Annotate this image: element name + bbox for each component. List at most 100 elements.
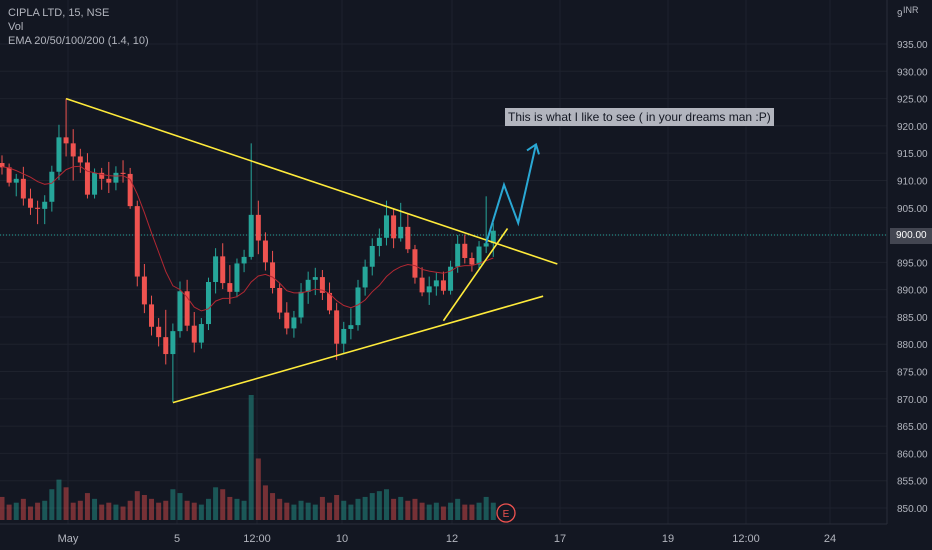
volume-bar <box>234 498 240 520</box>
candle-body[interactable] <box>20 178 26 199</box>
candle-body[interactable] <box>120 172 126 174</box>
volume-bar <box>177 493 183 520</box>
volume-bar <box>49 489 55 520</box>
candle-body[interactable] <box>277 288 283 313</box>
candle-body[interactable] <box>383 215 389 238</box>
candle-body[interactable] <box>56 137 62 172</box>
price-axis[interactable]: 935.00 930.00 925.00 920.00 915.00 910.00 905.… <box>897 40 928 515</box>
candle-body[interactable] <box>42 201 48 209</box>
candle-body[interactable] <box>298 291 304 318</box>
candle-body[interactable] <box>84 162 90 195</box>
volume-bar <box>398 496 404 520</box>
candle-body[interactable] <box>70 143 76 157</box>
candle-body[interactable] <box>6 167 12 183</box>
current-price-tag: 900.00 <box>890 228 932 244</box>
candle-body[interactable] <box>490 230 496 244</box>
currency-label[interactable]: INR <box>903 5 919 15</box>
trendline[interactable] <box>172 295 544 404</box>
candle-body[interactable] <box>255 214 261 241</box>
candle-body[interactable] <box>305 279 311 292</box>
candle-body[interactable] <box>106 178 112 183</box>
candle-body[interactable] <box>248 214 254 257</box>
candle-body[interactable] <box>220 256 226 284</box>
candle-body[interactable] <box>319 277 325 293</box>
candle-body[interactable] <box>141 276 147 305</box>
price-tick-label: 930.00 <box>897 67 928 78</box>
trendline[interactable] <box>65 97 558 265</box>
candle-body[interactable] <box>376 237 382 246</box>
candle-body[interactable] <box>476 246 482 265</box>
candle-body[interactable] <box>92 172 98 195</box>
volume-bar <box>284 502 290 520</box>
candle-body[interactable] <box>177 291 183 332</box>
legend-volume[interactable]: Vol <box>8 21 24 33</box>
candle-body[interactable] <box>412 249 418 278</box>
volume-bar <box>106 502 112 520</box>
candle-body[interactable] <box>163 337 169 355</box>
candle-body[interactable] <box>149 304 155 327</box>
candle-body[interactable] <box>291 317 297 329</box>
candle-body[interactable] <box>213 256 219 283</box>
candle-body[interactable] <box>99 172 105 179</box>
candle-body[interactable] <box>127 173 133 207</box>
candle-body[interactable] <box>469 257 475 265</box>
ema-line <box>1 165 494 312</box>
candle-body[interactable] <box>405 226 411 250</box>
candle-body[interactable] <box>170 331 176 355</box>
candle-body[interactable] <box>270 262 276 289</box>
candle-body[interactable] <box>205 282 211 325</box>
event-marker-circle[interactable] <box>496 503 516 523</box>
time-tick-label: 12 <box>446 533 458 545</box>
candle-body[interactable] <box>27 198 33 208</box>
candle-body[interactable] <box>348 325 354 329</box>
trendlines[interactable] <box>65 97 558 404</box>
candle-body[interactable] <box>433 280 439 287</box>
candle-body[interactable] <box>440 280 446 291</box>
candle-body[interactable] <box>191 325 197 343</box>
candle-body[interactable] <box>462 243 468 258</box>
candle-body[interactable] <box>35 207 41 209</box>
candle-body[interactable] <box>312 277 318 280</box>
price-tick-label: 935.00 <box>897 40 928 51</box>
candle-body[interactable] <box>234 263 240 292</box>
candle-body[interactable] <box>398 226 404 239</box>
volume-bar <box>391 498 397 520</box>
candle-body[interactable] <box>134 206 140 277</box>
candle-body[interactable] <box>426 286 432 293</box>
candle-body[interactable] <box>77 156 83 163</box>
candle-body[interactable] <box>362 266 368 288</box>
candle-body[interactable] <box>113 172 119 183</box>
time-axis[interactable]: May 5 12:00 10 12 17 19 12:00 24 <box>58 533 837 545</box>
volume-bar <box>163 500 169 520</box>
candle-body[interactable] <box>455 243 461 267</box>
candle-body[interactable] <box>369 245 375 267</box>
candle-body[interactable] <box>0 163 5 168</box>
candle-body[interactable] <box>327 292 333 311</box>
candle-body[interactable] <box>49 171 55 202</box>
legend-ema[interactable]: EMA 20/50/100/200 (1.4, 10) <box>8 35 149 47</box>
legend-symbol[interactable]: CIPLA LTD, 15, NSE <box>8 7 110 19</box>
candle-body[interactable] <box>241 256 247 264</box>
projection-path[interactable] <box>485 144 537 244</box>
volume-bar <box>355 498 361 520</box>
candle-body[interactable] <box>391 215 397 239</box>
candle-body[interactable] <box>355 287 361 326</box>
candle-body[interactable] <box>13 178 19 183</box>
candle-body[interactable] <box>448 266 454 291</box>
candle-body[interactable] <box>198 324 204 343</box>
candle-body[interactable] <box>63 137 69 144</box>
candle-body[interactable] <box>334 310 340 344</box>
candle-body[interactable] <box>284 312 290 329</box>
candle-body[interactable] <box>483 243 489 247</box>
candle-body[interactable] <box>419 277 425 293</box>
annotation-label[interactable]: This is what I like to see ( in your dre… <box>505 108 774 126</box>
trendline[interactable] <box>442 228 509 322</box>
candle-body[interactable] <box>184 291 190 326</box>
candle-body[interactable] <box>156 326 162 338</box>
candle-body[interactable] <box>262 240 268 263</box>
candle-body[interactable] <box>341 328 347 344</box>
candle-body[interactable] <box>227 283 233 292</box>
candles[interactable] <box>0 98 496 403</box>
